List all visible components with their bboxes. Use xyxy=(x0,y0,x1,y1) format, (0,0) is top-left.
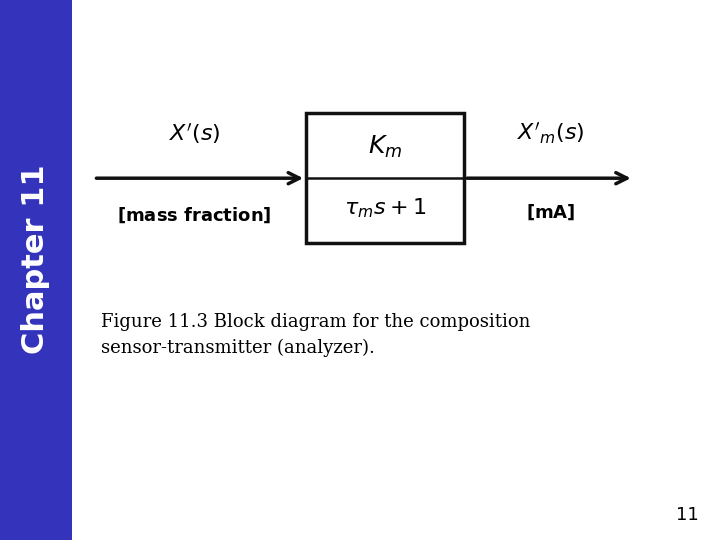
Text: $\mathbf{[mA]}$: $\mathbf{[mA]}$ xyxy=(526,202,575,222)
Text: 11: 11 xyxy=(675,506,698,524)
Bar xyxy=(306,113,464,243)
Text: Figure 11.3 Block diagram for the composition
sensor-transmitter (analyzer).: Figure 11.3 Block diagram for the compos… xyxy=(101,313,530,356)
Text: $\mathbf{\mathit{X'(s)}}$: $\mathbf{\mathit{X'(s)}}$ xyxy=(168,122,220,146)
Text: $\mathit{\tau_m s + 1}$: $\mathit{\tau_m s + 1}$ xyxy=(344,196,426,220)
Text: $\mathit{K_m}$: $\mathit{K_m}$ xyxy=(368,134,402,160)
Bar xyxy=(0,0,72,540)
Text: $\mathbf{\mathit{X'_m(s)}}$: $\mathbf{\mathit{X'_m(s)}}$ xyxy=(517,121,585,146)
Text: Chapter 11: Chapter 11 xyxy=(22,164,50,354)
Text: $\mathbf{[mass\ fraction]}$: $\mathbf{[mass\ fraction]}$ xyxy=(117,205,271,225)
